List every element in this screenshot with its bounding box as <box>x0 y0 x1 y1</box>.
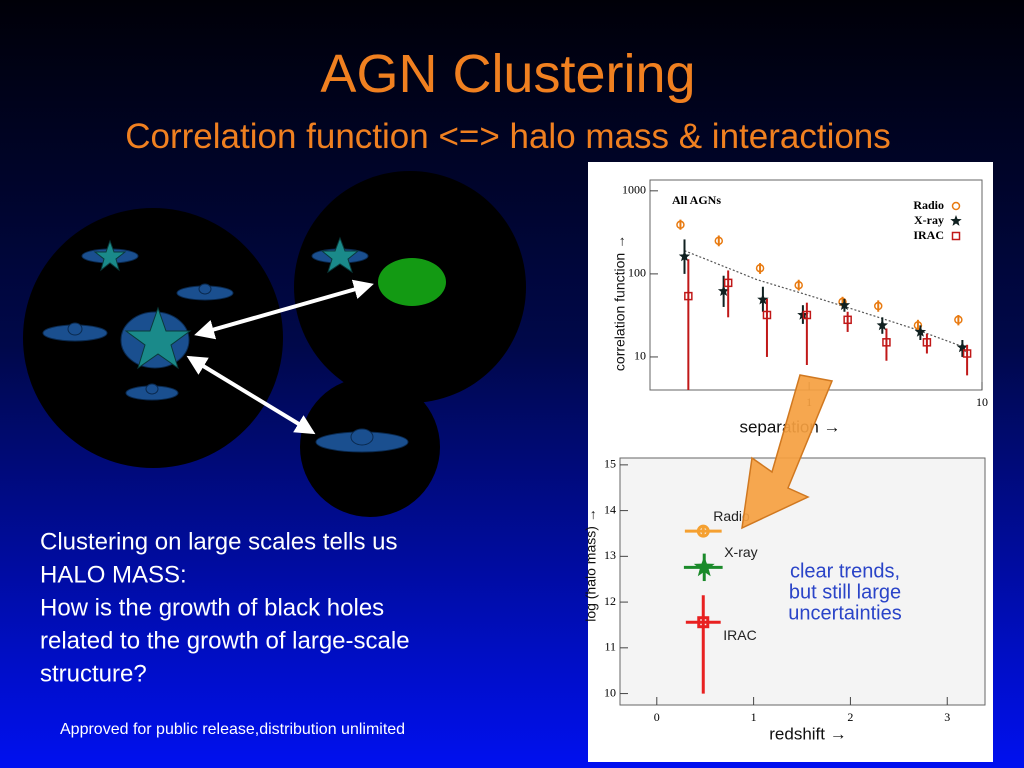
halo-illustration <box>23 171 526 517</box>
y-tick-label: 15 <box>604 457 616 471</box>
plot-title: All AGNs <box>672 193 721 207</box>
slide-subtitle: Correlation function <=> halo mass & int… <box>125 117 891 156</box>
marker <box>838 299 851 310</box>
legend-label: Radio <box>913 198 944 212</box>
body-line: related to the growth of large-scale <box>40 627 410 654</box>
body-line: HALO MASS: <box>40 561 187 588</box>
body-line: structure? <box>40 660 147 687</box>
marker <box>802 310 812 320</box>
marker <box>956 341 969 353</box>
marker <box>794 280 803 290</box>
body-line: How is the growth of black holes <box>40 594 384 621</box>
legend-marker <box>951 201 961 211</box>
marker <box>723 278 733 288</box>
marker <box>755 263 765 273</box>
legend-label: IRAC <box>913 228 944 242</box>
marker <box>914 325 927 337</box>
trend-arrow <box>741 374 834 530</box>
marker <box>873 301 883 311</box>
y-tick-label: 13 <box>604 548 616 562</box>
x-tick-label: 2 <box>847 710 853 724</box>
marker <box>913 321 923 330</box>
y-axis-label: log (halo mass) → <box>583 508 599 622</box>
marker <box>843 315 852 325</box>
marker <box>693 556 715 577</box>
point-label: IRAC <box>723 627 756 643</box>
marker <box>676 220 685 230</box>
point-label: X-ray <box>724 544 757 560</box>
y-tick-label: 11 <box>604 640 616 654</box>
annotation-line: but still large <box>789 581 901 603</box>
y-tick-label: 1000 <box>622 183 646 197</box>
marker <box>757 293 769 305</box>
annotation-line: uncertainties <box>788 602 901 624</box>
x-tick-label: 10 <box>976 395 988 409</box>
y-tick-label: 14 <box>604 502 616 516</box>
marker <box>696 524 710 538</box>
annotation: clear trends,but still largeuncertaintie… <box>788 560 901 624</box>
marker <box>962 349 972 358</box>
marker <box>714 236 724 246</box>
y-tick-label: 100 <box>628 266 646 280</box>
marker <box>717 285 730 296</box>
annotation-line: clear trends, <box>790 560 900 582</box>
marker <box>678 250 691 262</box>
point-label: Radio <box>713 508 750 524</box>
x-tick-label: 1 <box>751 710 757 724</box>
marker <box>876 319 888 331</box>
slide-title: AGN Clustering <box>320 44 695 104</box>
marker <box>882 338 891 347</box>
x-axis-label: redshift → <box>769 724 846 743</box>
y-tick-label: 10 <box>604 685 616 699</box>
legend-marker <box>951 231 961 241</box>
x-tick-label: 3 <box>944 710 950 724</box>
y-tick-label: 12 <box>604 594 616 608</box>
charts: 110101001000separation →correlation func… <box>583 179 988 743</box>
plot-frame <box>619 457 986 706</box>
legend-label: X-ray <box>914 213 944 227</box>
marker <box>922 338 932 347</box>
marker <box>697 616 710 629</box>
footer: Approved for public release,distribution… <box>60 721 405 738</box>
legend-marker <box>950 215 962 226</box>
marker <box>684 291 693 301</box>
body-text: Clustering on large scales tells us HALO … <box>40 528 410 687</box>
marker <box>762 310 772 320</box>
x-tick-label: 0 <box>654 710 660 724</box>
marker <box>954 315 963 325</box>
body-line: Clustering on large scales tells us <box>40 528 398 555</box>
model-line <box>684 250 966 349</box>
y-axis-label: correlation function → <box>612 235 628 371</box>
y-tick-label: 10 <box>634 349 646 363</box>
